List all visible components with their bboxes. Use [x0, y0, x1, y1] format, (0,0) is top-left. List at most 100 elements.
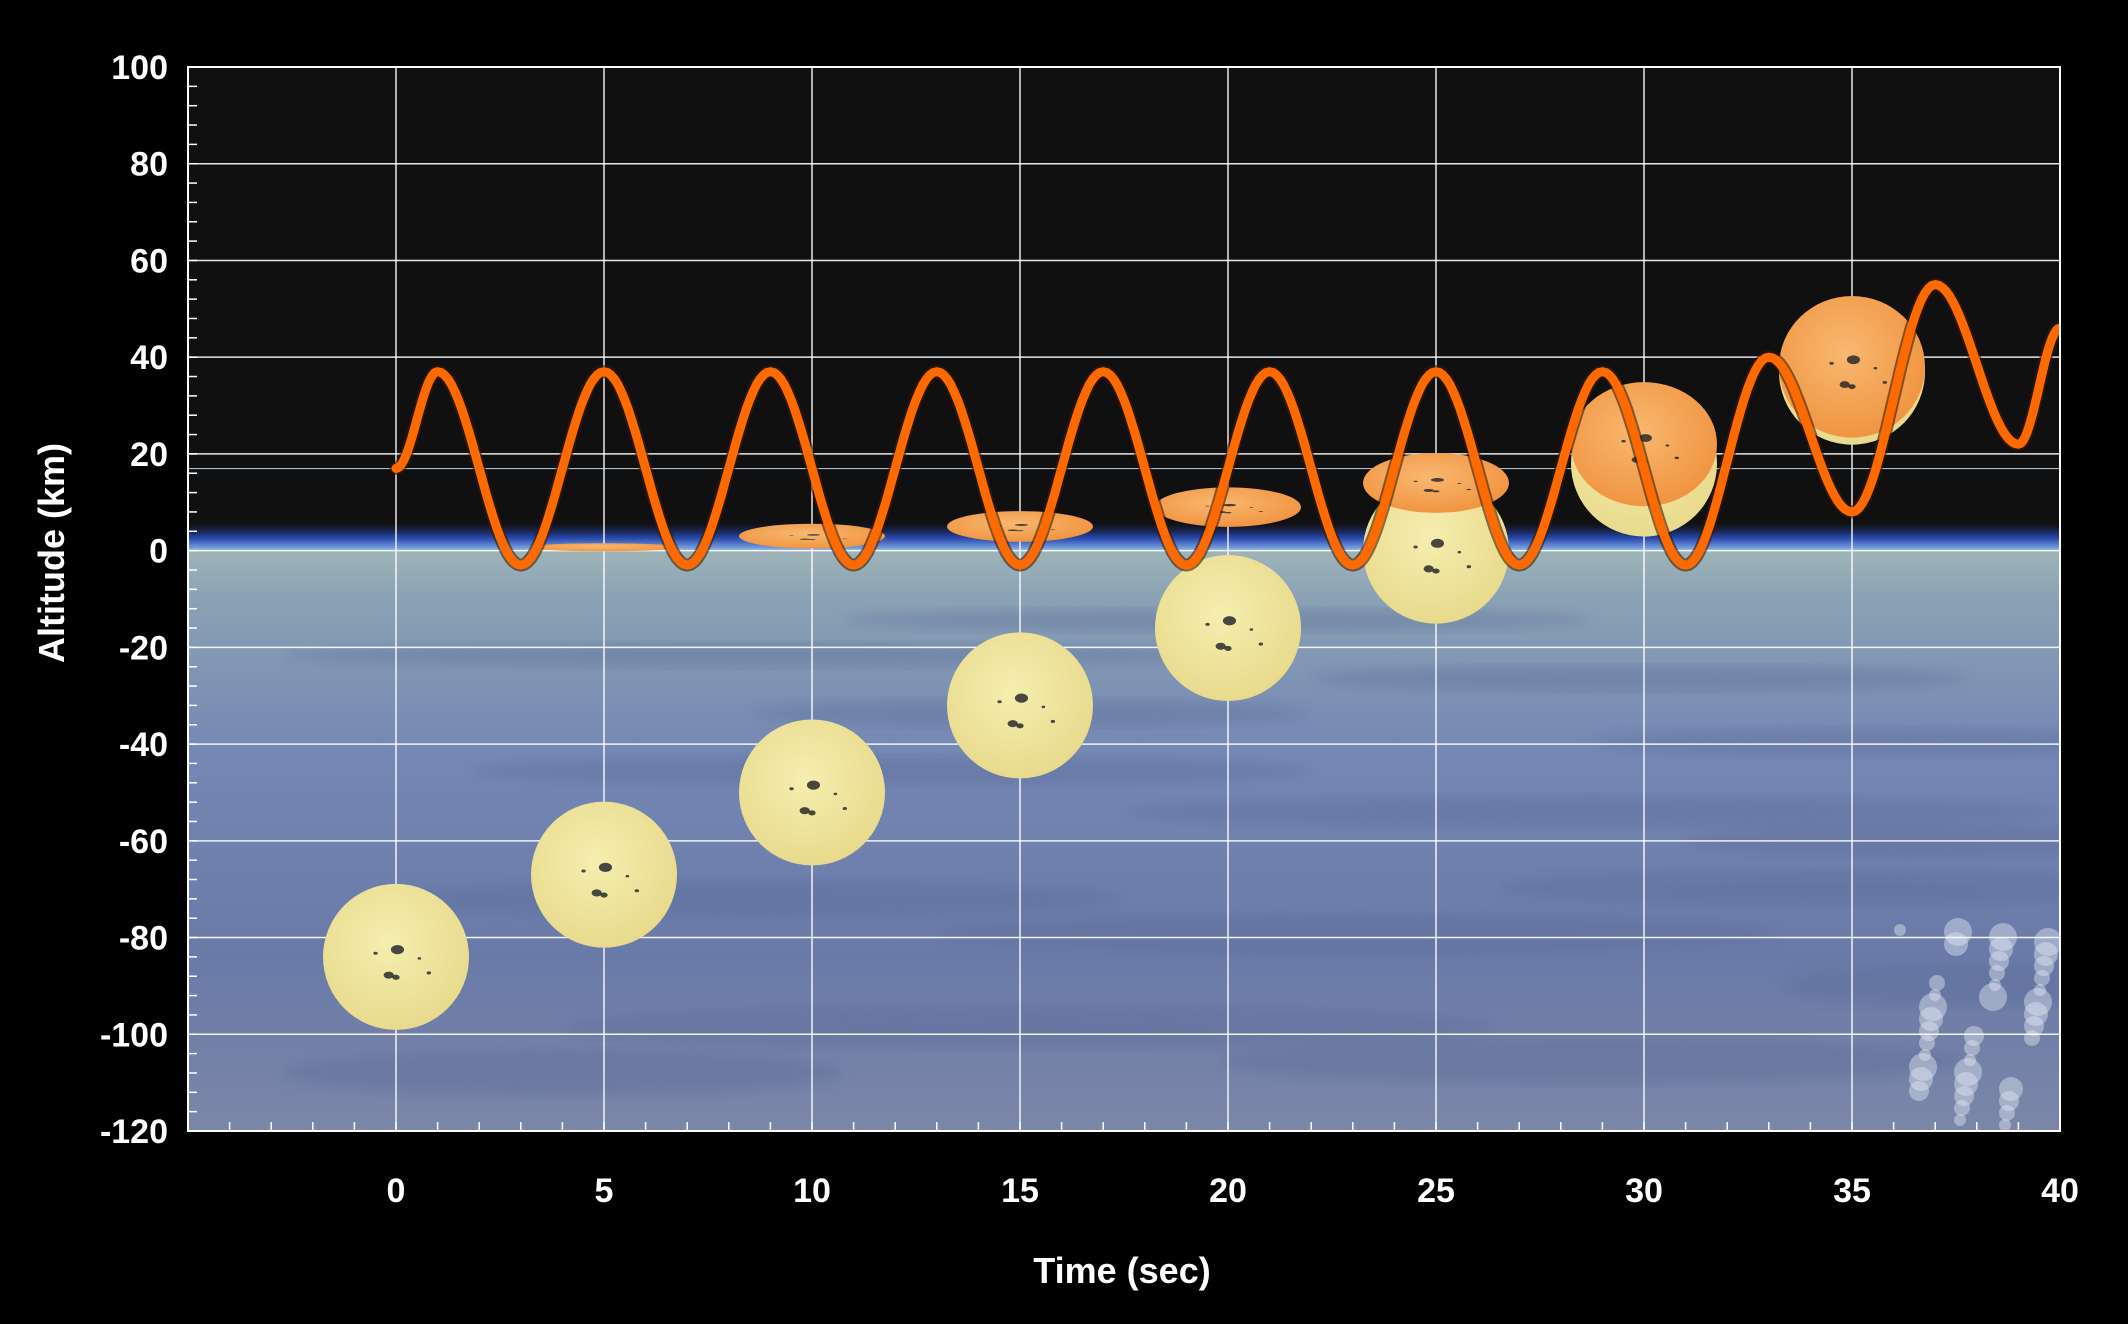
sunspot: [1674, 456, 1680, 460]
sunspot: [1457, 483, 1462, 485]
cloud-puff: [1954, 1086, 1974, 1106]
sunspot: [1258, 642, 1264, 646]
x-tick-label: 10: [793, 1172, 831, 1210]
sunspot: [600, 892, 608, 898]
atmosphere-glow: [188, 522, 2060, 551]
sunspot: [1413, 480, 1418, 483]
sunspot: [392, 974, 400, 980]
sunspot: [390, 944, 405, 955]
curve-layer: [389, 278, 2060, 572]
sunspot: [806, 780, 821, 790]
cloud-puff: [1909, 1067, 1933, 1091]
cloud-puff: [1944, 932, 1968, 956]
sunspot: [1829, 361, 1834, 365]
sunspot: [1249, 507, 1254, 508]
sun-marker: [531, 543, 677, 948]
sunspot: [1466, 565, 1472, 569]
cloud-puff: [1989, 951, 2009, 971]
cloud-puff: [1944, 918, 1972, 946]
y-tick-label: 20: [130, 436, 168, 474]
sunspot: [833, 792, 838, 796]
cloud-puff: [2024, 1016, 2044, 1036]
sunspot: [1222, 616, 1237, 626]
cloud-streak: [468, 755, 1312, 787]
x-tick-labels: 0 5 10 15 20 25 30 35 40: [387, 1172, 2079, 1210]
y-tick-label: 40: [130, 339, 168, 377]
sunspot: [1016, 530, 1024, 532]
sun-marker: [947, 511, 1093, 779]
sun-true-disc: [1363, 477, 1509, 624]
x-tick-label: 30: [1625, 1172, 1663, 1210]
y-tick-labels: 100 80 60 40 20 0 -20 -40 -60 -80 -100 -120: [100, 49, 168, 1151]
sunspot: [997, 700, 1002, 704]
sun-apparent-disc: [739, 523, 885, 549]
y-tick-label: -20: [119, 629, 168, 667]
cloud-puff: [1894, 924, 1906, 936]
sunspot: [1423, 565, 1434, 573]
sunspot: [799, 807, 810, 815]
sunspot: [1846, 355, 1861, 365]
cloud-puff: [2034, 942, 2058, 966]
cloud-puff: [1999, 1105, 2015, 1121]
sunspot: [842, 806, 848, 811]
cloud-puff: [2034, 956, 2054, 976]
sunspot: [808, 810, 816, 816]
sunspot: [1430, 538, 1445, 548]
sunspot: [1873, 367, 1878, 370]
sunspot: [808, 539, 816, 541]
cloud-puff: [1954, 1114, 1966, 1126]
sunspot: [1249, 628, 1254, 631]
sunspot: [1041, 705, 1046, 709]
x-axis-label: Time (sec): [1033, 1250, 1210, 1291]
plot-backdrop: [188, 67, 2060, 1131]
cloud-streak: [1311, 665, 1967, 692]
cloud-puff: [1989, 979, 2001, 991]
cloud-streak: [1498, 869, 2060, 906]
cloud-puff: [1909, 1081, 1929, 1101]
cloud-streak: [1592, 727, 2060, 757]
sunspot: [373, 951, 378, 955]
cloud-puff: [2024, 1002, 2048, 1026]
cloud-streak: [1217, 1039, 1967, 1084]
sunspot: [1007, 720, 1018, 728]
cloud-puff: [1954, 1100, 1970, 1116]
sunspot: [1050, 719, 1056, 723]
sunspot: [1205, 505, 1210, 507]
x-tick-label: 15: [1001, 1172, 1039, 1210]
y-tick-label: -60: [119, 823, 168, 861]
cloud-puff: [2024, 988, 2052, 1016]
sunspot: [1839, 381, 1850, 389]
cloud-puff: [1909, 1053, 1937, 1081]
cloud-puff: [1919, 1021, 1939, 1041]
y-tick-label: 0: [149, 533, 168, 571]
x-tick-label: 20: [1209, 1172, 1247, 1210]
sun-true-disc: [947, 632, 1093, 779]
sunspot: [625, 874, 630, 878]
sunspot: [1016, 723, 1024, 729]
sun-marker: [1155, 487, 1301, 702]
cloud-puff: [2034, 928, 2060, 956]
sun-true-disc: [323, 883, 469, 1030]
cloud-streak: [375, 880, 1125, 918]
sunspot: [426, 971, 432, 975]
cloud-puff: [2034, 984, 2046, 996]
cloud-streak: [562, 1005, 1499, 1049]
sunspot: [1848, 384, 1856, 390]
y-tick-label: 60: [130, 242, 168, 280]
sun-marker: [323, 883, 469, 1030]
y-tick-label: -80: [119, 920, 168, 958]
sunspot: [1430, 478, 1445, 482]
cloud-puff: [1999, 1119, 2011, 1131]
sunspot: [1258, 511, 1264, 512]
sunspot: [1466, 488, 1472, 491]
x-tick-label: 35: [1833, 1172, 1871, 1210]
cloud-streak: [936, 914, 1780, 953]
minor-ticks: [187, 66, 2061, 1132]
y-axis-label: Altitude (km): [31, 443, 72, 663]
cloud-puff: [1964, 1040, 1980, 1056]
cloud-puff: [1964, 1026, 1984, 1046]
x-tick-label: 40: [2041, 1172, 2079, 1210]
sunspot: [1457, 550, 1462, 554]
x-tick-label: 0: [387, 1172, 406, 1210]
sun-apparent-disc: [947, 511, 1093, 542]
